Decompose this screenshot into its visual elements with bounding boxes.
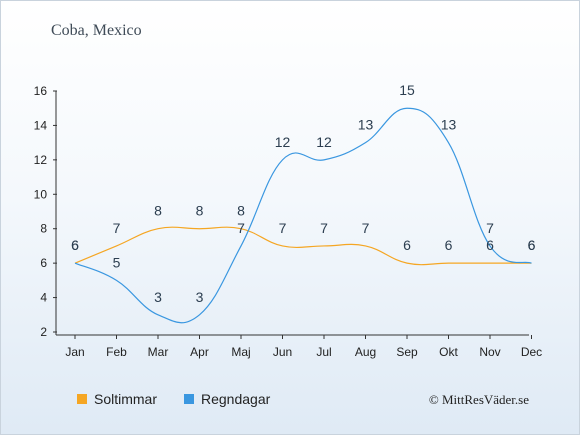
data-label-soltimmar: 6 (445, 237, 453, 253)
data-label-soltimmar: 7 (362, 220, 370, 236)
data-label-regndagar: 13 (441, 117, 457, 133)
data-label-regndagar: 6 (71, 237, 79, 253)
data-label-soltimmar: 8 (196, 203, 204, 219)
x-tick-label: Sep (396, 345, 418, 359)
data-label-regndagar: 15 (399, 82, 415, 98)
x-tick-label: Apr (190, 345, 209, 359)
legend-label-soltimmar: Soltimmar (94, 391, 158, 407)
data-label-soltimmar: 6 (528, 237, 536, 253)
data-label-soltimmar: 6 (486, 237, 494, 253)
legend-swatch-soltimmar (77, 394, 87, 404)
chart-title: Coba, Mexico (51, 22, 142, 39)
x-tick-label: Mar (148, 345, 169, 359)
data-label-regndagar: 3 (154, 289, 162, 305)
y-tick-label: 4 (40, 291, 47, 305)
legend-item-regndagar: Regndagar (184, 391, 270, 407)
series-line-regndagar (74, 107, 532, 324)
y-tick-label: 6 (40, 256, 47, 270)
data-label-soltimmar: 7 (113, 220, 121, 236)
data-label-regndagar: 7 (486, 220, 494, 236)
data-label-regndagar: 13 (358, 117, 374, 133)
x-tick-label: Okt (439, 345, 458, 359)
y-tick-label: 8 (40, 222, 47, 236)
credit-text: © MittResVäder.se (428, 392, 529, 407)
x-tick-label: Jun (273, 345, 292, 359)
legend-swatch-regndagar (184, 394, 194, 404)
x-tick-label: Jan (65, 345, 84, 359)
x-tick-label: Feb (106, 345, 127, 359)
data-label-regndagar: 7 (237, 220, 245, 236)
x-tick-label: Maj (231, 345, 250, 359)
data-label-regndagar: 3 (196, 289, 204, 305)
x-tick-label: Nov (479, 345, 500, 359)
data-label-soltimmar: 6 (71, 237, 79, 253)
data-label-regndagar: 5 (113, 254, 121, 270)
data-label-soltimmar: 8 (237, 203, 245, 219)
legend-item-soltimmar: Soltimmar (77, 391, 157, 407)
y-tick-label: 12 (34, 153, 48, 167)
legend-label-regndagar: Regndagar (201, 391, 271, 407)
y-tick-label: 10 (34, 187, 48, 201)
data-label-soltimmar: 7 (279, 220, 287, 236)
y-tick-label: 16 (34, 84, 48, 98)
data-label-soltimmar: 7 (320, 220, 328, 236)
data-label-regndagar: 12 (316, 134, 332, 150)
data-label-regndagar: 12 (275, 134, 291, 150)
data-label-soltimmar: 6 (403, 237, 411, 253)
y-tick-label: 2 (40, 325, 47, 339)
data-label-soltimmar: 8 (154, 203, 162, 219)
x-tick-label: Jul (316, 345, 331, 359)
y-tick-label: 14 (34, 118, 48, 132)
x-tick-label: Dec (521, 345, 542, 359)
series-line-soltimmar (74, 226, 532, 266)
data-label-regndagar: 6 (528, 237, 536, 253)
x-tick-label: Aug (355, 345, 376, 359)
